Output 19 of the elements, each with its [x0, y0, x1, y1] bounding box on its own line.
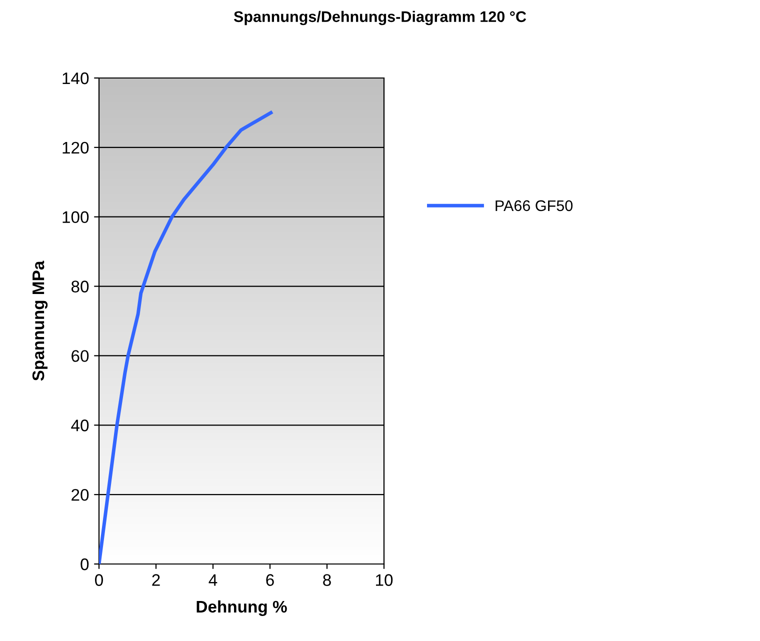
chart-title: Spannungs/Dehnungs-Diagramm 120 °C — [234, 10, 526, 26]
x-tick-label: 6 — [266, 574, 274, 586]
legend-label: PA66 GF50 — [496, 200, 573, 212]
x-tick-label: 4 — [208, 574, 218, 586]
y-tick-label: 0 — [80, 558, 89, 570]
y-tick-label: 60 — [72, 350, 89, 362]
line-series — [99, 110, 273, 564]
y-axis-title: Spannung MPa — [32, 260, 48, 381]
y-tick-label: 140 — [62, 72, 89, 84]
y-tick-label: 80 — [71, 280, 89, 292]
y-tick-label: 120 — [62, 142, 89, 154]
y-tick-label: 20 — [72, 488, 89, 501]
y-tick-label: 100 — [62, 211, 89, 224]
x-tick-label: 8 — [323, 574, 331, 586]
y-tick-label: 40 — [71, 420, 89, 432]
x-axis-title: Dehnung % — [196, 600, 287, 616]
x-tick-label: 0 — [95, 574, 103, 586]
x-tick-label: 10 — [376, 574, 393, 586]
x-tick-label: 2 — [152, 574, 160, 586]
